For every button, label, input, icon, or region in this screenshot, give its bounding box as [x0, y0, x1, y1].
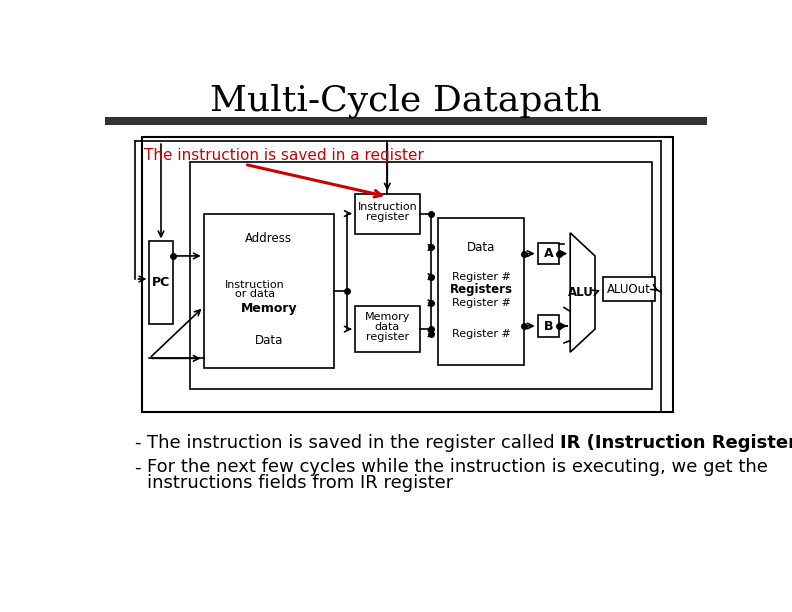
- Text: ALUOut: ALUOut: [607, 283, 651, 296]
- Text: Multi-Cycle Datapath: Multi-Cycle Datapath: [210, 83, 602, 118]
- FancyBboxPatch shape: [538, 243, 559, 264]
- FancyBboxPatch shape: [538, 315, 559, 337]
- Polygon shape: [570, 233, 595, 352]
- Text: or data: or data: [234, 289, 275, 299]
- Text: register: register: [366, 212, 409, 222]
- Text: Memory: Memory: [241, 302, 297, 315]
- Text: -: -: [134, 434, 140, 452]
- Text: instructions fields from IR register: instructions fields from IR register: [147, 474, 453, 492]
- FancyBboxPatch shape: [439, 218, 524, 365]
- Text: -: -: [134, 458, 140, 476]
- Text: Memory: Memory: [364, 312, 410, 322]
- Text: Register #: Register #: [451, 298, 511, 308]
- Text: data: data: [375, 322, 400, 332]
- Text: Address: Address: [246, 233, 292, 245]
- FancyBboxPatch shape: [190, 162, 652, 389]
- FancyBboxPatch shape: [603, 277, 656, 300]
- Text: IR (Instruction Register): IR (Instruction Register): [561, 434, 792, 452]
- FancyBboxPatch shape: [355, 193, 420, 234]
- Text: A: A: [543, 247, 554, 260]
- FancyBboxPatch shape: [105, 118, 706, 125]
- Text: The instruction is saved in a register: The instruction is saved in a register: [144, 147, 424, 163]
- Text: Instruction: Instruction: [357, 201, 417, 212]
- Text: For the next few cycles while the instruction is executing, we get the: For the next few cycles while the instru…: [147, 458, 768, 476]
- Text: Instruction: Instruction: [225, 280, 284, 290]
- FancyBboxPatch shape: [204, 214, 333, 368]
- Text: register: register: [366, 332, 409, 341]
- FancyBboxPatch shape: [150, 241, 173, 324]
- Text: Register #: Register #: [451, 329, 511, 338]
- Text: The instruction is saved in the register called: The instruction is saved in the register…: [147, 434, 561, 452]
- FancyBboxPatch shape: [355, 306, 420, 352]
- Text: Registers: Registers: [450, 283, 512, 296]
- Text: Register #: Register #: [451, 272, 511, 282]
- Text: B: B: [544, 319, 554, 332]
- FancyBboxPatch shape: [142, 136, 672, 412]
- Text: ALU: ALU: [568, 286, 594, 299]
- Text: PC: PC: [152, 277, 170, 289]
- Text: Data: Data: [254, 334, 283, 347]
- Text: Data: Data: [467, 241, 495, 254]
